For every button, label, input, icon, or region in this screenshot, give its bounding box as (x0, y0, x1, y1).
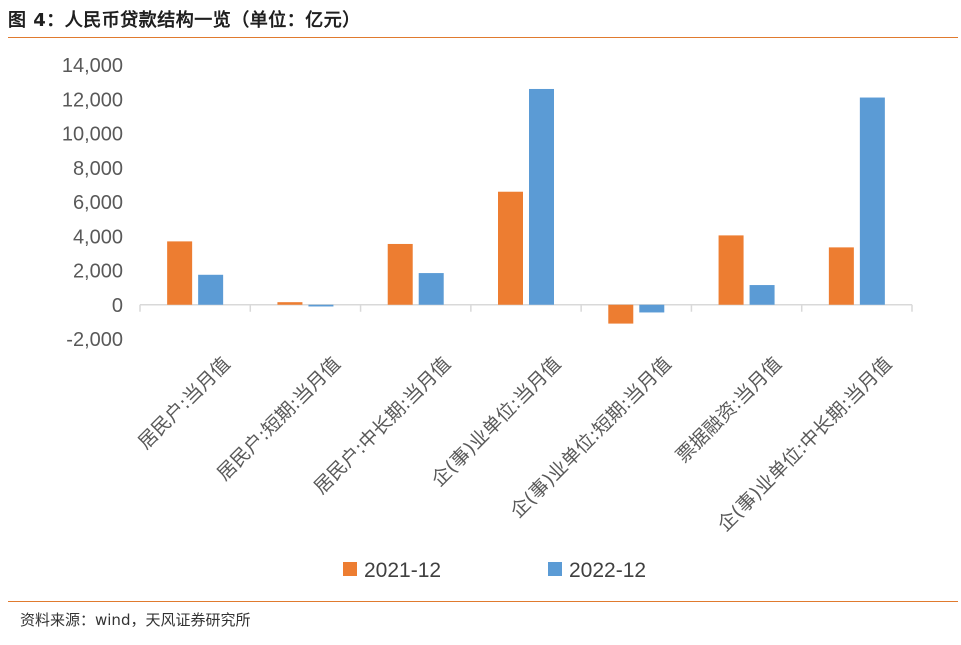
x-category-label: 居民户:当月值 (134, 353, 235, 454)
bar-2021-12-1 (277, 302, 303, 305)
bar-2022-12-4 (639, 304, 665, 313)
bar-2021-12-5 (718, 235, 744, 305)
source-note: 资料来源：wind，天风证券研究所 (20, 611, 251, 629)
y-tick-label: 6,000 (73, 192, 123, 214)
y-tick-label: 10,000 (62, 124, 123, 146)
bar-2022-12-6 (859, 97, 885, 305)
y-tick-label: 2,000 (73, 261, 123, 283)
y-tick-label: 4,000 (73, 226, 123, 248)
bar-2022-12-1 (308, 304, 334, 307)
bar-2022-12-0 (198, 274, 224, 305)
legend-swatch-2022-12 (548, 562, 562, 576)
footer-rule (8, 601, 958, 602)
x-category-label: 居民户:短期:当月值 (213, 353, 345, 485)
bar-2021-12-3 (498, 191, 523, 305)
bar-2021-12-6 (828, 247, 854, 305)
x-category-label: 票据融资:当月值 (672, 353, 786, 467)
bar-2021-12-2 (387, 243, 413, 305)
bar-2022-12-5 (749, 285, 775, 305)
y-tick-label: 12,000 (62, 89, 123, 111)
legend-label-2022-12: 2022-12 (569, 559, 646, 582)
x-category-label: 企(事)业单位:中长期:当月值 (714, 353, 897, 536)
bar-chart: 14,000 12,000 10,000 8,000 6,000 4,000 2,000 0 -… (62, 55, 913, 582)
bar-2021-12-0 (167, 241, 193, 305)
bar-2021-12-4 (608, 304, 634, 324)
y-tick-label: -2,000 (66, 329, 123, 351)
title-rule (8, 37, 958, 38)
bar-2022-12-2 (418, 273, 444, 305)
legend-label-2021-12: 2021-12 (364, 559, 441, 582)
legend-swatch-2021-12 (343, 562, 357, 576)
y-tick-label: 8,000 (73, 158, 123, 180)
y-tick-label: 14,000 (62, 55, 123, 77)
y-tick-label: 0 (112, 295, 123, 317)
bar-2022-12-3 (529, 88, 554, 305)
figure-title: 图 4：人民币贷款结构一览（单位：亿元） (8, 10, 361, 31)
